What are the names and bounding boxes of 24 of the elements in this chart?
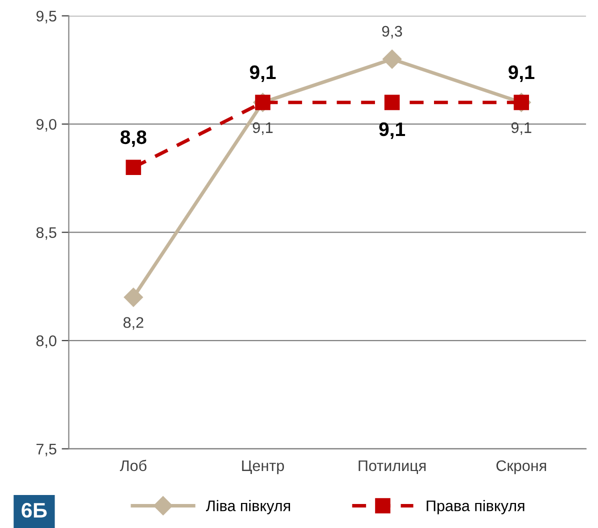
- x-tick-label: Центр: [242, 460, 284, 474]
- y-tick-label: 9,5: [36, 10, 56, 24]
- y-tick-label: 8,5: [36, 227, 56, 240]
- data-label: 9,1: [252, 122, 273, 135]
- legend-label: Права півкуля: [426, 500, 524, 514]
- data-label: 8,2: [123, 317, 144, 330]
- x-tick-label: Лоб: [120, 460, 146, 472]
- data-label: 9,3: [382, 26, 402, 38]
- legend-label: Ліва півкуля: [206, 500, 290, 514]
- data-label: 9,1: [511, 122, 532, 135]
- data-label: 9,1: [508, 65, 534, 82]
- point: [126, 160, 142, 176]
- point: [124, 288, 143, 307]
- x-tick-label: Потилиця: [358, 460, 426, 474]
- data-label: 9,1: [250, 65, 276, 82]
- data-label: 8,8: [120, 130, 146, 147]
- y-tick-label: 9,0: [36, 118, 56, 132]
- point: [384, 94, 400, 110]
- x-tick-label: Скроня: [496, 460, 546, 474]
- text: 6Б: [22, 502, 47, 518]
- y-tick-label: 8,0: [36, 335, 56, 348]
- y-tick-label: 7,5: [36, 444, 56, 456]
- data-label: 9,1: [379, 122, 406, 139]
- point: [382, 50, 402, 69]
